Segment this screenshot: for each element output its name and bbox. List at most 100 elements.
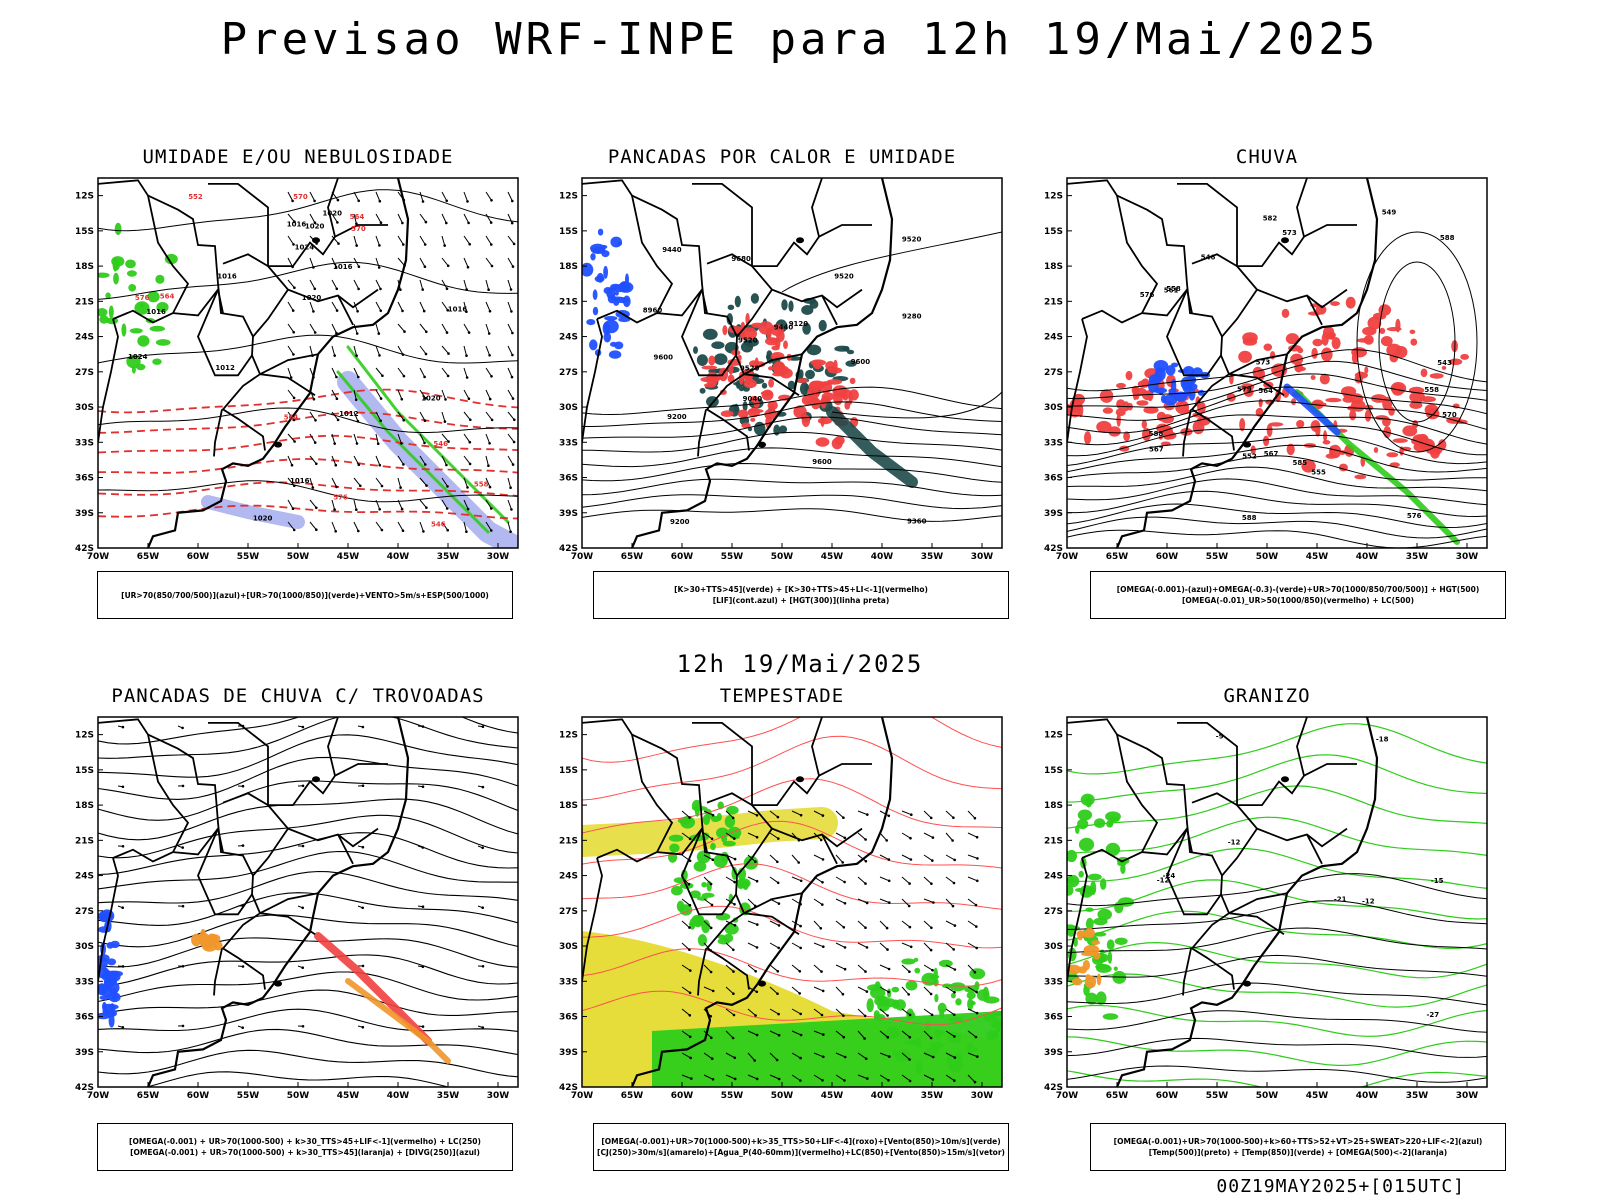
wind-vector-head [733, 924, 737, 927]
wind-vector [287, 455, 293, 466]
contour-label: 570 [293, 193, 308, 201]
lon-tick-label: 70W [1056, 1091, 1079, 1101]
wind-vector [725, 1074, 736, 1080]
wind850-green [949, 982, 966, 992]
lat-tick-label: 39S [1044, 1048, 1063, 1058]
wind-vector-head [842, 1014, 845, 1017]
wind-vector [703, 964, 712, 973]
wind-vector-head [821, 881, 824, 884]
wind-vector [967, 964, 976, 973]
wind-vector [397, 213, 403, 224]
streamline [98, 914, 518, 948]
divergence-blue [110, 940, 120, 949]
wind-vector [703, 832, 713, 840]
wind-vector-head [511, 199, 514, 203]
wind-vector-head [819, 838, 823, 842]
temp850-green [1077, 809, 1093, 821]
legend-line: [CJ(250)>30m/s](amarelo)+[Agua_P(40-60mm… [597, 1148, 1005, 1157]
wind-vector-head [311, 486, 315, 489]
wind850-green [680, 816, 695, 829]
plot-layer: 5885885885855825795765735705675645615585… [1067, 178, 1487, 548]
lake [312, 237, 320, 244]
humidity-green [128, 284, 137, 292]
wind-vector-head [843, 836, 847, 840]
lon-tick-label: 60W [187, 1091, 210, 1101]
wind-vector-head [777, 924, 781, 927]
rain-red [1263, 435, 1270, 447]
country-border [1067, 857, 1088, 982]
country-border [736, 828, 773, 877]
wind-vector-head [820, 1013, 824, 1017]
wind-vector-head [864, 1057, 868, 1060]
temp850-green [1078, 837, 1095, 852]
wind-vector [441, 279, 448, 289]
wind-vector-head [931, 968, 934, 972]
wind-vector [923, 1052, 934, 1058]
wind-vector [945, 1008, 955, 1016]
wind-vector [945, 964, 956, 970]
country-border [197, 828, 253, 916]
wind-vector-head [401, 221, 404, 225]
contour-label: 1024 [295, 244, 315, 252]
wind-vector [857, 810, 868, 816]
contour-label: -18 [1376, 736, 1389, 744]
wind-vector [353, 345, 358, 356]
wind-vector-head [402, 463, 405, 466]
wind-vector-head [511, 265, 515, 268]
wind-vector-head [446, 485, 449, 488]
streamline [98, 954, 518, 987]
wind-vector [967, 1008, 978, 1014]
streamline-arrow-head [121, 785, 125, 789]
rain-red [1102, 407, 1113, 414]
lat-tick-label: 39S [1044, 509, 1063, 519]
temp850-green [1085, 992, 1098, 1005]
contour-label: 546 [431, 520, 446, 528]
country-border [1303, 224, 1357, 238]
wind-vector [945, 876, 955, 884]
divergence-blue [102, 1001, 107, 1012]
wind-vector [287, 521, 295, 531]
lat-tick-label: 30S [559, 942, 578, 952]
omega-orange [1081, 951, 1097, 957]
instability-teal [778, 425, 788, 434]
wind-vector-head [355, 222, 358, 225]
contour-label: 588 [1440, 234, 1455, 242]
panel-title: TEMPESTADE [719, 685, 845, 707]
wind-vector [463, 411, 471, 421]
wind-vector [681, 810, 690, 818]
wind-vector-head [403, 330, 406, 333]
streamline-arrow-head [181, 1024, 185, 1028]
wind-vector [419, 477, 427, 486]
wind-vector-head [292, 243, 295, 246]
wind-vector [835, 942, 846, 948]
instability-teal [781, 299, 788, 311]
country-border [656, 826, 708, 856]
wind-vector-head [710, 903, 714, 907]
rain-red [1410, 338, 1418, 346]
rain-red [1460, 353, 1469, 360]
wind-vector-head [423, 243, 427, 246]
wind-vector-head [843, 946, 847, 949]
wind-vector [485, 411, 493, 421]
temp850-green [1067, 925, 1081, 931]
temp850-green [1077, 818, 1089, 830]
wind850-green [987, 1035, 994, 1041]
wind-vector [747, 898, 756, 907]
lif-contour-blue [589, 339, 598, 351]
wind-vector-head [732, 948, 735, 952]
lon-tick-label: 30W [971, 552, 994, 562]
wind-vector-head [424, 397, 427, 400]
wind-vector-head [776, 815, 780, 819]
wind-vector-head [930, 926, 933, 930]
wind-vector-head [887, 814, 891, 818]
wind-vector [485, 213, 492, 223]
wind850-green [923, 1049, 935, 1057]
legend-trovoadas: [OMEGA(-0.001) + UR>70(1000-500) + k>30_… [97, 1123, 513, 1171]
country-border [743, 892, 803, 915]
panel-title: GRANIZO [1223, 685, 1311, 707]
wind-vector-head [951, 904, 955, 908]
streamline-red [582, 863, 1002, 910]
instability-red [839, 389, 853, 399]
geopotential-contour [582, 401, 1002, 427]
